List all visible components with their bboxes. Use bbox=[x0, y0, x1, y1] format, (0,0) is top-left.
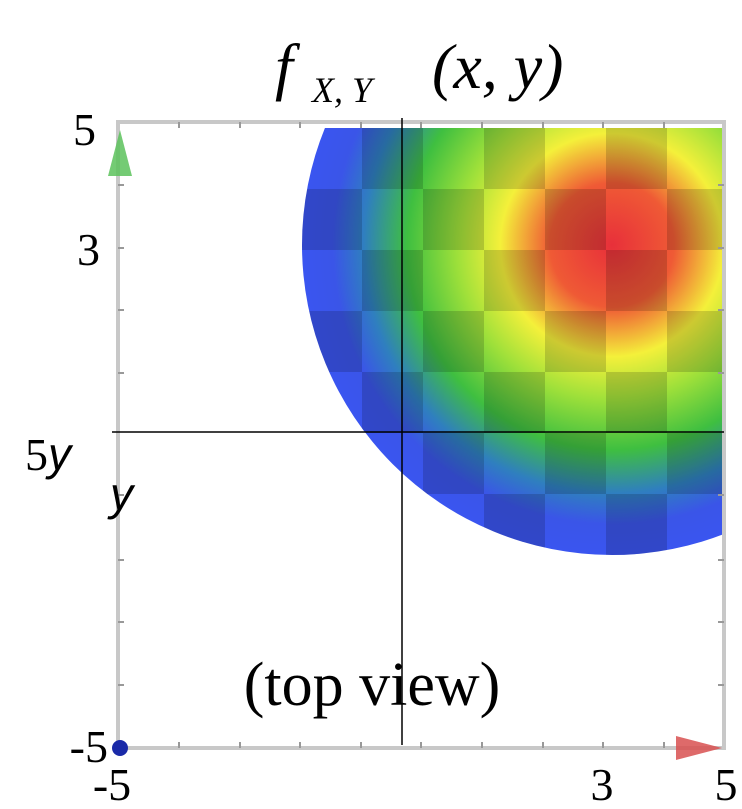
title-main: f bbox=[275, 31, 301, 102]
y-label: 5 bbox=[73, 104, 96, 155]
origin-marker bbox=[112, 740, 128, 756]
x-label: 3 bbox=[591, 759, 614, 809]
frame-ticks bbox=[118, 122, 724, 748]
x-label: -5 bbox=[93, 759, 131, 809]
title-args: (x, y) bbox=[432, 31, 563, 102]
density-surface bbox=[302, 128, 724, 555]
y-label: 3 bbox=[77, 224, 100, 275]
title-subscript: X, Y bbox=[310, 70, 376, 110]
y-axis-name: y bbox=[107, 468, 136, 520]
y-axis-arrow bbox=[108, 130, 132, 176]
y-label: -5 bbox=[70, 721, 108, 772]
caption: (top view) bbox=[244, 651, 501, 719]
x-label: 5 bbox=[715, 759, 738, 809]
y-axis-name: y bbox=[45, 428, 74, 480]
x-axis-arrow bbox=[676, 736, 722, 760]
y-label: 5 bbox=[25, 429, 48, 480]
